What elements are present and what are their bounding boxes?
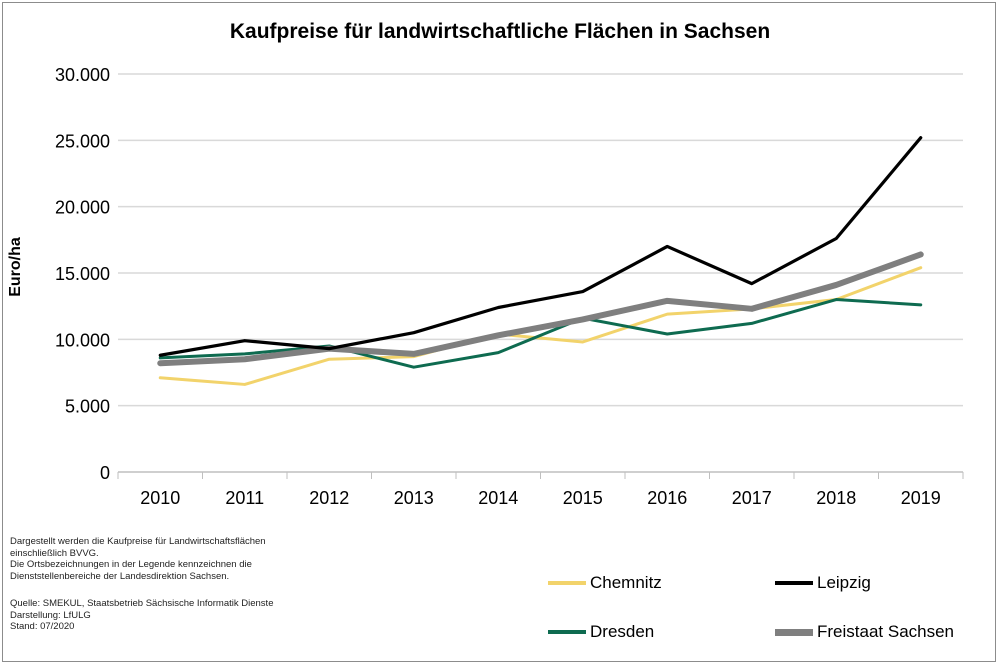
date-line: Stand: 07/2020 [10, 621, 75, 632]
legend-swatch [548, 630, 586, 634]
legend-label: Leipzig [817, 573, 871, 592]
x-tick-label: 2010 [140, 488, 180, 508]
note-line: Die Ortsbezeichnungen in der Legende ken… [10, 559, 252, 570]
y-tick-label: 0 [100, 463, 110, 483]
author-line: Darstellung: LfULG [10, 609, 91, 621]
legend-label: Freistaat Sachsen [817, 622, 955, 641]
y-tick-label: 5.000 [65, 397, 110, 417]
x-tick-label: 2018 [816, 488, 856, 508]
x-tick-label: 2019 [901, 488, 941, 508]
series-line-freistaat-sachsen [157, 251, 924, 367]
legend-swatch [548, 581, 586, 585]
x-tick-label: 2016 [647, 488, 687, 508]
source-text: Quelle: SMEKUL, Staatsbetrieb Sächsische… [10, 598, 273, 633]
x-tick-label: 2012 [309, 488, 349, 508]
series-line-leipzig [158, 136, 923, 357]
series-line-chemnitz [158, 266, 923, 386]
y-tick-label: 15.000 [55, 264, 110, 284]
note-line: Dargestellt werden die Kaufpreise für La… [10, 536, 266, 547]
x-tick-label: 2015 [563, 488, 603, 508]
note-text: Dargestellt werden die Kaufpreise für La… [10, 536, 266, 582]
legend-swatch [775, 581, 813, 585]
legend-label: Dresden [590, 622, 655, 641]
series-line-dresden [158, 298, 923, 369]
x-tick-label: 2014 [478, 488, 518, 508]
source-line: Quelle: SMEKUL, Staatsbetrieb Sächsische… [10, 598, 274, 609]
x-tick-label: 2011 [225, 488, 264, 508]
y-tick-label: 10.000 [55, 330, 110, 350]
legend-item-leipzig: Leipzig [775, 573, 871, 593]
y-tick-label: 25.000 [55, 131, 110, 151]
y-tick-label: 20.000 [55, 198, 110, 218]
legend-item-dresden: Dresden [548, 622, 654, 642]
note-line: einschließlich BVVG. [10, 547, 99, 559]
y-tick-label: 30.000 [55, 65, 110, 85]
legend-label: Chemnitz [590, 573, 662, 592]
legend-item-chemnitz: Chemnitz [548, 573, 662, 593]
chart-title: Kaufpreise für landwirtschaftliche Fläch… [229, 20, 771, 43]
note-line: Dienststellenbereiche der Landesdirektio… [10, 570, 230, 582]
x-tick-label: 2013 [394, 488, 434, 508]
legend-item-freistaat-sachsen: Freistaat Sachsen [775, 622, 954, 642]
x-tick-label: 2017 [732, 488, 772, 508]
legend-swatch [775, 628, 813, 636]
